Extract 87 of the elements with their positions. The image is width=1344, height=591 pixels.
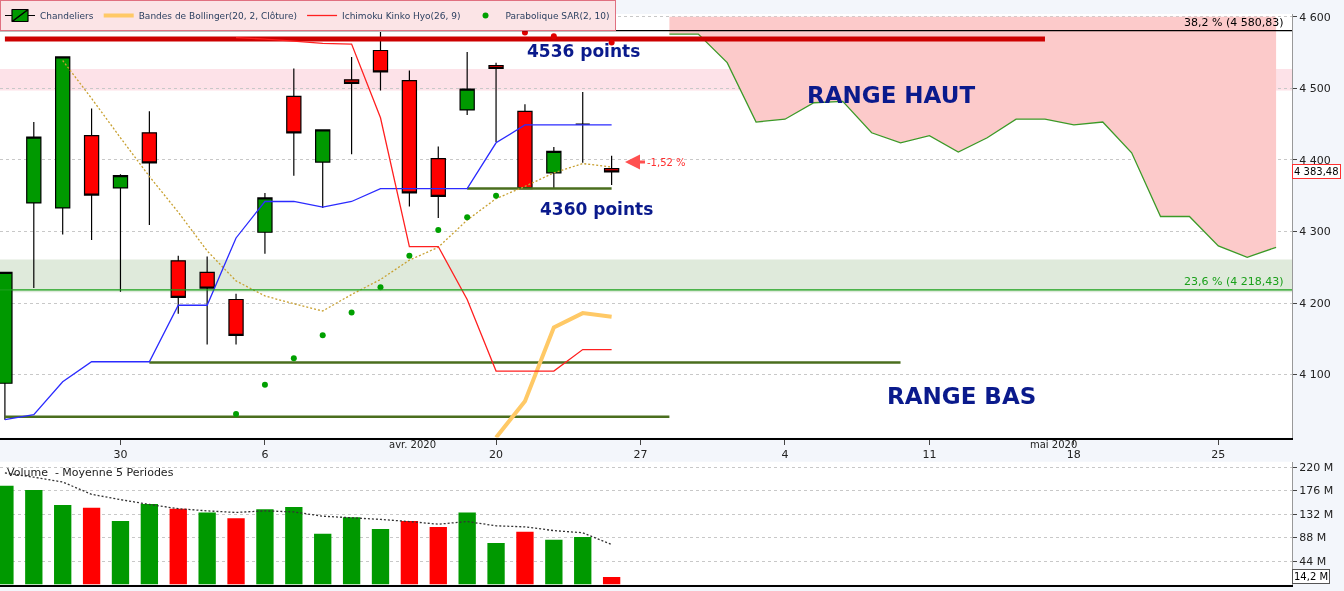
legend-label: Chandeliers [40, 11, 94, 22]
bar [487, 542, 505, 585]
bar [602, 576, 621, 585]
point [261, 381, 268, 388]
annotation: RANGE BAS [887, 383, 1037, 409]
y-tick-label: 4 100 [1299, 368, 1331, 382]
bar [256, 509, 274, 585]
bar [400, 521, 419, 585]
bar [111, 521, 130, 585]
candlestick [83, 107, 100, 241]
legend-label: Bandes de Bollinger(20, 2, Clôture) [138, 11, 298, 22]
candlestick [315, 129, 331, 209]
x-tick-label: 20 [489, 447, 504, 461]
x-tick-label: 25 [1211, 447, 1226, 461]
y-tick-label: 4 200 [1299, 296, 1331, 310]
x-tick-label: 18 [1066, 447, 1081, 461]
bar [458, 512, 476, 585]
point [319, 332, 326, 339]
annotation: -1,52 % [647, 157, 686, 168]
text: mai 2020 [1030, 439, 1078, 450]
ref-line-label: 23,6 % (4 218,43) [1184, 275, 1284, 288]
bar [54, 504, 72, 585]
point [406, 252, 413, 259]
bar [285, 507, 303, 585]
y-tick-label: 4 500 [1299, 82, 1331, 96]
ref-line-label: 38,2 % (4 580,83) [1184, 16, 1284, 29]
candlestick [141, 110, 158, 226]
annotation: RANGE HAUT [807, 82, 976, 108]
x-tick-label: 27 [633, 447, 648, 461]
annotation: 4360 points [540, 199, 654, 219]
bar [198, 512, 216, 585]
candlestick [603, 155, 620, 186]
y-tick-label: 132 M [1299, 507, 1334, 521]
text: avr. 2020 [389, 439, 437, 450]
candlestick [488, 62, 504, 143]
candlestick [430, 145, 446, 219]
legend-label: Ichimoku Kinko Hyo(26, 9) [342, 11, 461, 22]
point [550, 33, 557, 40]
bar [574, 537, 592, 585]
candlestick [546, 146, 562, 189]
text: 4 383,48 [1294, 166, 1339, 177]
legend-label: Parabolique SAR(2, 10) [505, 11, 610, 22]
line-series [494, 311, 614, 438]
point [233, 411, 240, 417]
bar [545, 539, 563, 585]
y-tick-label: 4 300 [1299, 225, 1331, 239]
bar [82, 507, 101, 585]
point [290, 355, 297, 362]
bar [314, 533, 332, 585]
candlestick [55, 56, 71, 235]
candlestick [459, 51, 475, 116]
candlestick [372, 31, 389, 92]
point [435, 227, 442, 234]
candlestick [228, 293, 244, 346]
y-tick-label: 4 600 [1299, 10, 1331, 24]
candlestick [199, 255, 215, 346]
bar [371, 529, 390, 585]
y-tick-label: 88 M [1299, 531, 1327, 545]
y-tick-label: 220 M [1299, 460, 1334, 474]
candlestick [257, 192, 273, 255]
point [348, 309, 355, 316]
x-tick-label: 6 [261, 447, 269, 461]
bar [342, 517, 361, 585]
candlestick [286, 67, 302, 177]
bar [25, 490, 43, 585]
bar [169, 508, 187, 585]
x-tick-label: 4 [781, 447, 789, 461]
y-tick-label: 4 400 [1299, 153, 1331, 167]
bar [516, 531, 534, 585]
bar [429, 526, 447, 585]
candlestick [170, 255, 186, 315]
text: 14,2 M [1294, 571, 1329, 582]
y-tick-label: 176 M [1299, 484, 1334, 498]
point [464, 214, 471, 221]
annotation: 4536 points [527, 41, 641, 61]
chart-title: Volume - Moyenne 5 Periodes [7, 466, 174, 479]
x-tick-label: 30 [113, 447, 128, 461]
candlestick [343, 56, 360, 155]
bar [227, 518, 245, 585]
candlestick [401, 69, 418, 208]
candlestick [517, 103, 533, 190]
y-tick-label: 44 M [1299, 554, 1327, 568]
candlestick [112, 173, 129, 293]
point [493, 192, 500, 199]
x-tick-label: 11 [922, 447, 937, 461]
candlestick [26, 121, 42, 289]
bar [140, 503, 159, 585]
